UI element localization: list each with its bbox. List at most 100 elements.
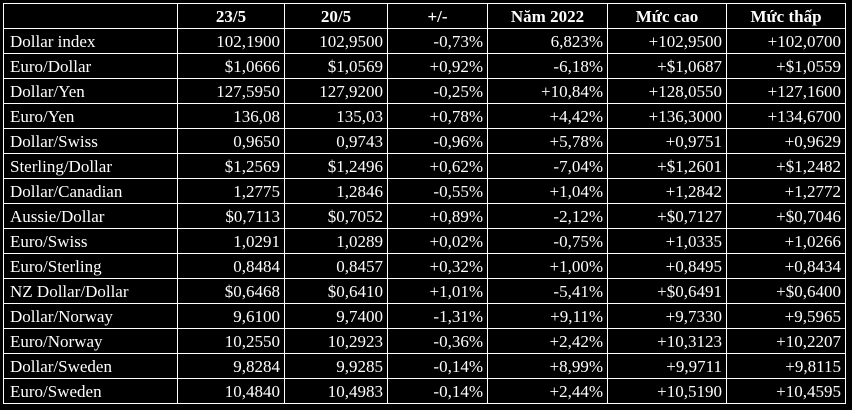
value-cell-current: $0,7113 <box>177 203 285 229</box>
value-cell-current: 9,6100 <box>177 303 285 329</box>
value-cell-previous: $1,0569 <box>284 53 388 79</box>
change-cell: +0,78% <box>387 103 488 129</box>
low-cell: +$1,2482 <box>726 153 846 179</box>
value-cell-current: 102,1900 <box>177 28 285 54</box>
low-cell: +$1,0559 <box>726 53 846 79</box>
value-cell-current: 127,5950 <box>177 78 285 104</box>
ytd-cell: +10,84% <box>487 78 608 104</box>
table-row: Sterling/Dollar $1,2569 $1,2496 +0,62% -… <box>3 153 846 179</box>
value-cell-current: 9,8284 <box>177 353 285 379</box>
value-cell-current: 0,8484 <box>177 253 285 279</box>
low-cell: +9,5965 <box>726 303 846 329</box>
high-cell: +$1,2601 <box>607 153 727 179</box>
table-row: NZ Dollar/Dollar $0,6468 $0,6410 +1,01% … <box>3 278 846 304</box>
table-row: Dollar/Canadian 1,2775 1,2846 -0,55% +1,… <box>3 178 846 204</box>
high-cell: +9,7330 <box>607 303 727 329</box>
value-cell-current: 1,0291 <box>177 228 285 254</box>
value-cell-previous: 9,9285 <box>284 353 388 379</box>
pair-name-cell: Euro/Sweden <box>3 378 178 404</box>
value-cell-previous: $0,6410 <box>284 278 388 304</box>
low-cell: +102,0700 <box>726 28 846 54</box>
table-row: Euro/Yen 136,08 135,03 +0,78% +4,42% +13… <box>3 103 846 129</box>
currency-rates-table: 23/5 20/5 +/- Năm 2022 Mức cao Mức thấp … <box>3 3 846 404</box>
value-cell-previous: 10,2923 <box>284 328 388 354</box>
high-cell: +102,9500 <box>607 28 727 54</box>
change-cell: +0,62% <box>387 153 488 179</box>
table-row: Euro/Norway 10,2550 10,2923 -0,36% +2,42… <box>3 328 846 354</box>
low-cell: +0,8434 <box>726 253 846 279</box>
value-cell-current: 10,4840 <box>177 378 285 404</box>
high-cell: +$0,7127 <box>607 203 727 229</box>
high-cell: +136,3000 <box>607 103 727 129</box>
ytd-cell: +1,00% <box>487 253 608 279</box>
high-cell: +10,3123 <box>607 328 727 354</box>
ytd-cell: -6,18% <box>487 53 608 79</box>
low-cell: +1,0266 <box>726 228 846 254</box>
change-cell: +0,92% <box>387 53 488 79</box>
value-cell-previous: $1,2496 <box>284 153 388 179</box>
table-row: Euro/Swiss 1,0291 1,0289 +0,02% -0,75% +… <box>3 228 846 254</box>
ytd-cell: 6,823% <box>487 28 608 54</box>
ytd-cell: +8,99% <box>487 353 608 379</box>
ytd-cell: -0,75% <box>487 228 608 254</box>
ytd-cell: +9,11% <box>487 303 608 329</box>
change-cell: -0,73% <box>387 28 488 54</box>
ytd-cell: -2,12% <box>487 203 608 229</box>
high-cell: +1,0335 <box>607 228 727 254</box>
high-cell: +128,0550 <box>607 78 727 104</box>
pair-name-cell: NZ Dollar/Dollar <box>3 278 178 304</box>
pair-name-cell: Dollar/Sweden <box>3 353 178 379</box>
change-cell: +1,01% <box>387 278 488 304</box>
change-cell: +0,02% <box>387 228 488 254</box>
header-cell-date-previous: 20/5 <box>284 3 388 29</box>
ytd-cell: +2,42% <box>487 328 608 354</box>
value-cell-current: $1,2569 <box>177 153 285 179</box>
high-cell: +9,9711 <box>607 353 727 379</box>
value-cell-current: $1,0666 <box>177 53 285 79</box>
table-row: Dollar/Yen 127,5950 127,9200 -0,25% +10,… <box>3 78 846 104</box>
change-cell: -0,55% <box>387 178 488 204</box>
header-row: 23/5 20/5 +/- Năm 2022 Mức cao Mức thấp <box>3 3 846 29</box>
value-cell-previous: $0,7052 <box>284 203 388 229</box>
value-cell-previous: 0,8457 <box>284 253 388 279</box>
value-cell-previous: 127,9200 <box>284 78 388 104</box>
low-cell: +1,2772 <box>726 178 846 204</box>
header-cell-low: Mức thấp <box>726 3 846 29</box>
change-cell: -0,25% <box>387 78 488 104</box>
table-row: Euro/Sweden 10,4840 10,4983 -0,14% +2,44… <box>3 378 846 404</box>
pair-name-cell: Euro/Norway <box>3 328 178 354</box>
pair-name-cell: Dollar/Norway <box>3 303 178 329</box>
value-cell-previous: 0,9743 <box>284 128 388 154</box>
low-cell: +10,2207 <box>726 328 846 354</box>
table-row: Dollar/Sweden 9,8284 9,9285 -0,14% +8,99… <box>3 353 846 379</box>
low-cell: +9,8115 <box>726 353 846 379</box>
pair-name-cell: Euro/Sterling <box>3 253 178 279</box>
high-cell: +0,8495 <box>607 253 727 279</box>
value-cell-current: 0,9650 <box>177 128 285 154</box>
pair-name-cell: Dollar index <box>3 28 178 54</box>
value-cell-previous: 1,2846 <box>284 178 388 204</box>
value-cell-current: 1,2775 <box>177 178 285 204</box>
table-header: 23/5 20/5 +/- Năm 2022 Mức cao Mức thấp <box>3 3 846 29</box>
change-cell: -1,31% <box>387 303 488 329</box>
high-cell: +1,2842 <box>607 178 727 204</box>
value-cell-current: 10,2550 <box>177 328 285 354</box>
pair-name-cell: Dollar/Swiss <box>3 128 178 154</box>
ytd-cell: +4,42% <box>487 103 608 129</box>
value-cell-current: 136,08 <box>177 103 285 129</box>
header-cell-ytd: Năm 2022 <box>487 3 608 29</box>
pair-name-cell: Dollar/Canadian <box>3 178 178 204</box>
value-cell-previous: 9,7400 <box>284 303 388 329</box>
table-row: Dollar index 102,1900 102,9500 -0,73% 6,… <box>3 28 846 54</box>
ytd-cell: +1,04% <box>487 178 608 204</box>
currency-table-container: 23/5 20/5 +/- Năm 2022 Mức cao Mức thấp … <box>3 3 846 408</box>
table-body: Dollar index 102,1900 102,9500 -0,73% 6,… <box>3 28 846 404</box>
change-cell: -0,14% <box>387 353 488 379</box>
change-cell: -0,96% <box>387 128 488 154</box>
header-cell-date-current: 23/5 <box>177 3 285 29</box>
ytd-cell: +5,78% <box>487 128 608 154</box>
header-cell-pair <box>3 3 178 29</box>
low-cell: +$0,6400 <box>726 278 846 304</box>
table-row: Euro/Dollar $1,0666 $1,0569 +0,92% -6,18… <box>3 53 846 79</box>
table-row: Aussie/Dollar $0,7113 $0,7052 +0,89% -2,… <box>3 203 846 229</box>
